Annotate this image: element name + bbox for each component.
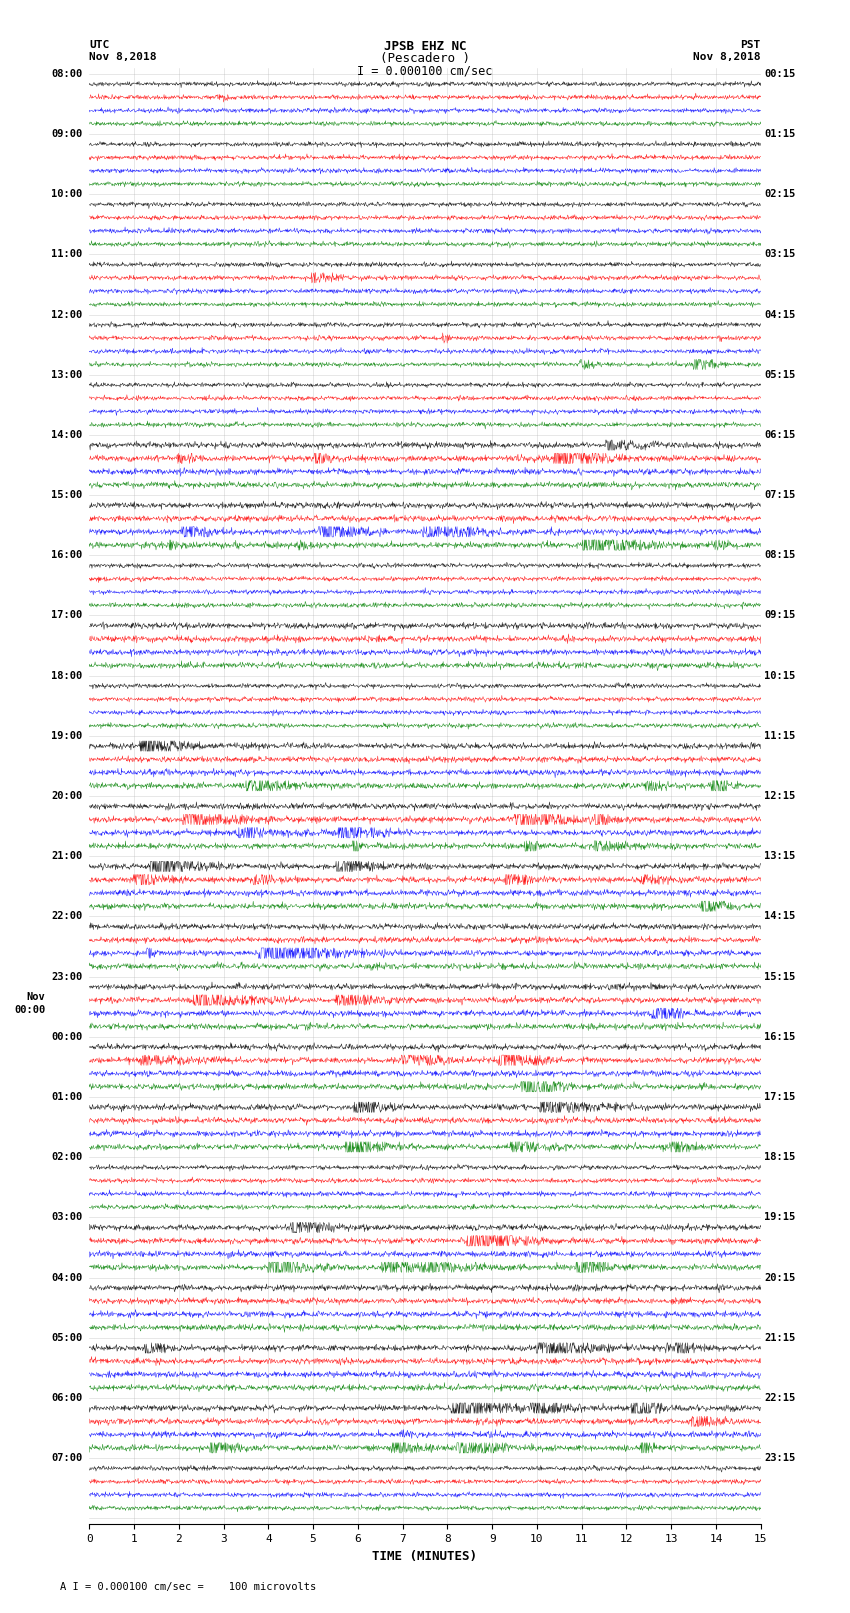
Text: 05:00: 05:00 xyxy=(51,1332,82,1342)
Text: 06:15: 06:15 xyxy=(764,431,796,440)
Text: PST: PST xyxy=(740,40,761,50)
Text: 10:00: 10:00 xyxy=(51,189,82,198)
Text: 17:00: 17:00 xyxy=(51,610,82,621)
Text: 16:00: 16:00 xyxy=(51,550,82,560)
Text: 23:00: 23:00 xyxy=(51,971,82,982)
Text: 00:00: 00:00 xyxy=(51,1032,82,1042)
X-axis label: TIME (MINUTES): TIME (MINUTES) xyxy=(372,1550,478,1563)
Text: 20:00: 20:00 xyxy=(51,790,82,802)
Text: 18:00: 18:00 xyxy=(51,671,82,681)
Text: 03:15: 03:15 xyxy=(764,250,796,260)
Text: 11:15: 11:15 xyxy=(764,731,796,740)
Text: 07:15: 07:15 xyxy=(764,490,796,500)
Text: 07:00: 07:00 xyxy=(51,1453,82,1463)
Text: 21:00: 21:00 xyxy=(51,852,82,861)
Text: 08:15: 08:15 xyxy=(764,550,796,560)
Text: 22:15: 22:15 xyxy=(764,1394,796,1403)
Text: UTC: UTC xyxy=(89,40,110,50)
Text: 11:00: 11:00 xyxy=(51,250,82,260)
Text: 13:00: 13:00 xyxy=(51,369,82,379)
Text: 12:00: 12:00 xyxy=(51,310,82,319)
Text: 08:00: 08:00 xyxy=(51,69,82,79)
Text: Nov 8,2018: Nov 8,2018 xyxy=(694,52,761,61)
Text: 05:15: 05:15 xyxy=(764,369,796,379)
Text: A I = 0.000100 cm/sec =    100 microvolts: A I = 0.000100 cm/sec = 100 microvolts xyxy=(60,1582,315,1592)
Text: 02:15: 02:15 xyxy=(764,189,796,198)
Text: Nov 8,2018: Nov 8,2018 xyxy=(89,52,156,61)
Text: 03:00: 03:00 xyxy=(51,1213,82,1223)
Text: 06:00: 06:00 xyxy=(51,1394,82,1403)
Text: 10:15: 10:15 xyxy=(764,671,796,681)
Text: 21:15: 21:15 xyxy=(764,1332,796,1342)
Text: 19:00: 19:00 xyxy=(51,731,82,740)
Text: JPSB EHZ NC: JPSB EHZ NC xyxy=(383,40,467,53)
Text: 01:15: 01:15 xyxy=(764,129,796,139)
Text: 22:00: 22:00 xyxy=(51,911,82,921)
Text: 23:15: 23:15 xyxy=(764,1453,796,1463)
Text: 15:15: 15:15 xyxy=(764,971,796,982)
Text: 17:15: 17:15 xyxy=(764,1092,796,1102)
Text: Nov
00:00: Nov 00:00 xyxy=(14,992,46,1015)
Text: 00:15: 00:15 xyxy=(764,69,796,79)
Text: 18:15: 18:15 xyxy=(764,1152,796,1161)
Text: 12:15: 12:15 xyxy=(764,790,796,802)
Text: 04:00: 04:00 xyxy=(51,1273,82,1282)
Text: I = 0.000100 cm/sec: I = 0.000100 cm/sec xyxy=(357,65,493,77)
Text: 16:15: 16:15 xyxy=(764,1032,796,1042)
Text: 01:00: 01:00 xyxy=(51,1092,82,1102)
Text: 02:00: 02:00 xyxy=(51,1152,82,1161)
Text: 09:15: 09:15 xyxy=(764,610,796,621)
Text: 20:15: 20:15 xyxy=(764,1273,796,1282)
Text: 13:15: 13:15 xyxy=(764,852,796,861)
Text: 19:15: 19:15 xyxy=(764,1213,796,1223)
Text: 15:00: 15:00 xyxy=(51,490,82,500)
Text: 14:00: 14:00 xyxy=(51,431,82,440)
Text: 09:00: 09:00 xyxy=(51,129,82,139)
Text: 04:15: 04:15 xyxy=(764,310,796,319)
Text: 14:15: 14:15 xyxy=(764,911,796,921)
Text: (Pescadero ): (Pescadero ) xyxy=(380,52,470,65)
